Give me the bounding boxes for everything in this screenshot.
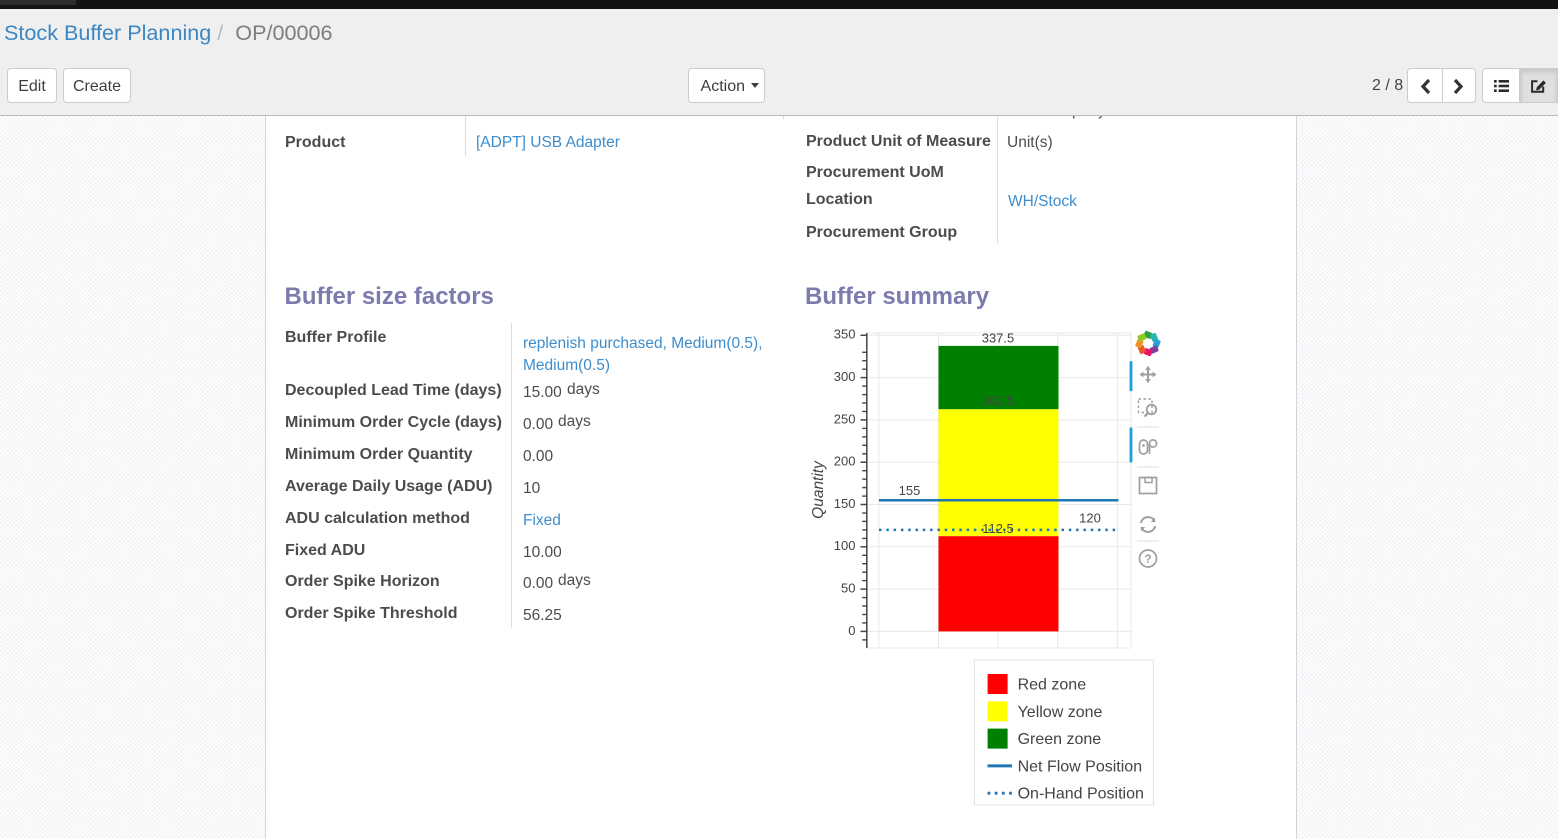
svg-text:100: 100 bbox=[834, 538, 856, 553]
svg-text:120: 120 bbox=[1079, 511, 1101, 526]
svg-text:?: ? bbox=[1144, 552, 1151, 566]
svg-text:250: 250 bbox=[834, 411, 856, 426]
svg-text:Red zone: Red zone bbox=[1018, 677, 1087, 694]
svg-text:155: 155 bbox=[899, 483, 921, 498]
svg-text:Quantity: Quantity bbox=[810, 460, 827, 519]
svg-text:112.5: 112.5 bbox=[982, 521, 1014, 536]
svg-text:Net Flow Position: Net Flow Position bbox=[1018, 758, 1143, 775]
svg-text:337.5: 337.5 bbox=[982, 331, 1015, 346]
svg-text:On-Hand Position: On-Hand Position bbox=[1018, 786, 1144, 803]
svg-text:150: 150 bbox=[834, 496, 856, 511]
svg-text:0: 0 bbox=[848, 623, 855, 638]
svg-text:350: 350 bbox=[834, 327, 856, 342]
svg-text:Yellow zone: Yellow zone bbox=[1018, 704, 1103, 721]
svg-text:300: 300 bbox=[834, 369, 856, 384]
svg-text:Green zone: Green zone bbox=[1018, 731, 1102, 748]
svg-text:50: 50 bbox=[841, 581, 855, 596]
svg-text:262.5: 262.5 bbox=[982, 393, 1015, 408]
svg-text:200: 200 bbox=[834, 454, 856, 469]
